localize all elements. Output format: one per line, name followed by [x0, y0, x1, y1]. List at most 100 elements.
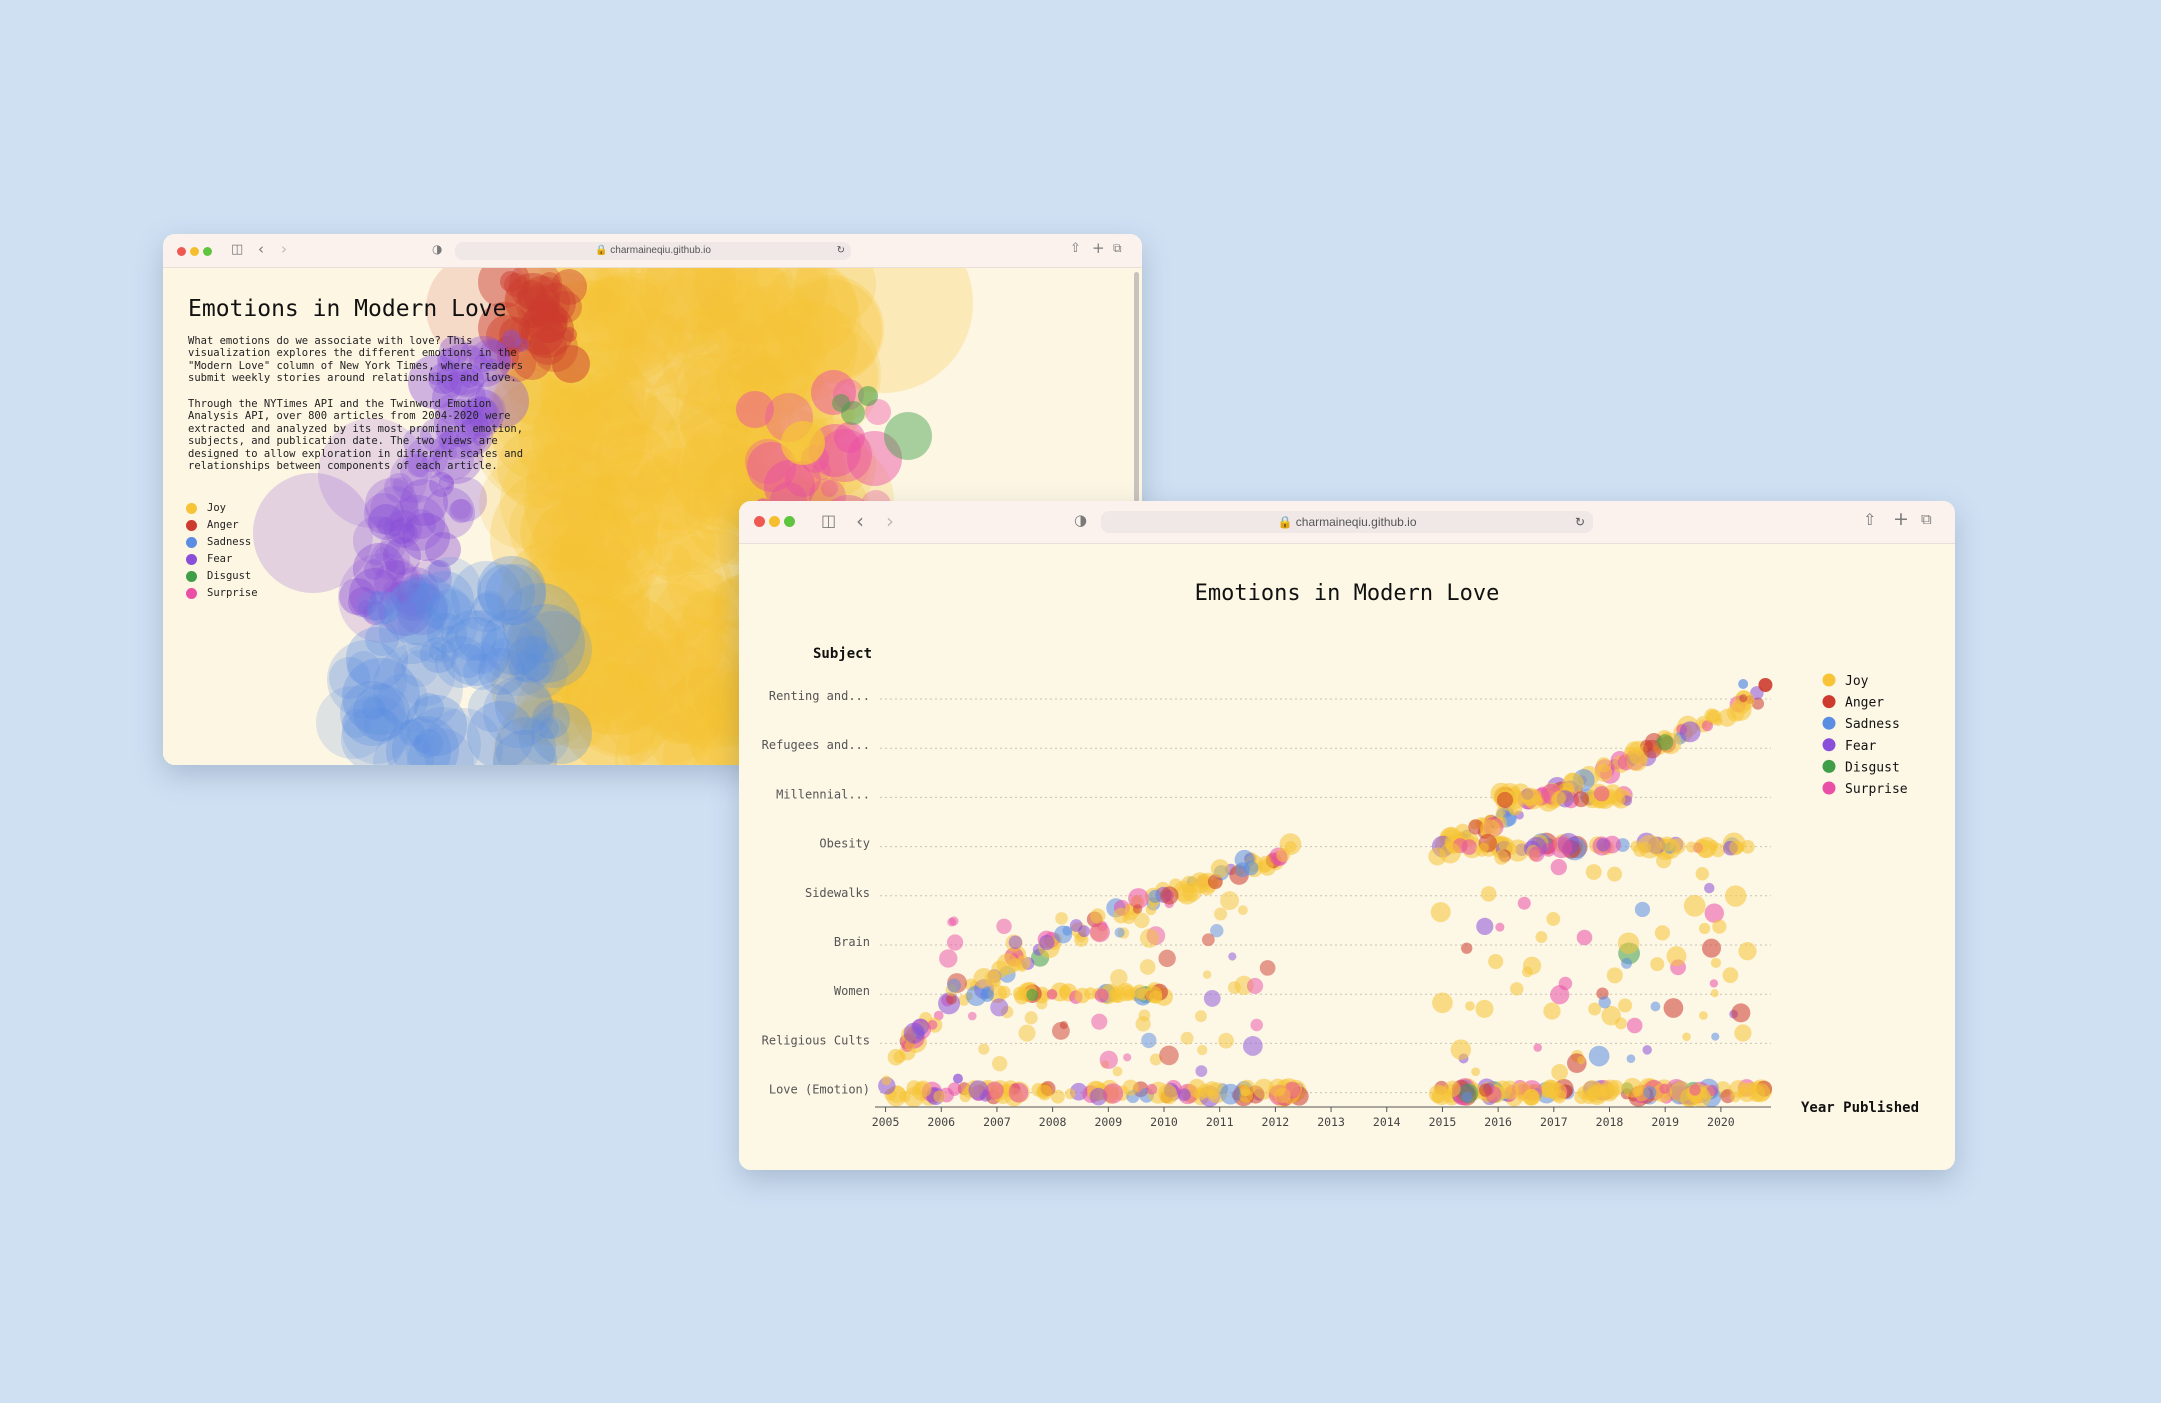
article-dot[interactable]	[1704, 882, 1715, 894]
article-dot[interactable]	[1663, 998, 1684, 1018]
article-dot[interactable]	[1284, 841, 1297, 853]
article-dot[interactable]	[1220, 1083, 1241, 1105]
article-dot[interactable]	[1207, 874, 1223, 890]
article-dot[interactable]	[1132, 904, 1143, 914]
article-dot[interactable]	[1729, 840, 1744, 855]
article-dot[interactable]	[1149, 1053, 1162, 1066]
article-dot[interactable]	[1089, 922, 1110, 943]
article-dot[interactable]	[1546, 912, 1561, 926]
article-dot[interactable]	[1699, 922, 1711, 935]
article-dot[interactable]	[1596, 757, 1612, 773]
article-dot[interactable]	[1036, 1084, 1053, 1101]
article-dot[interactable]	[1243, 860, 1259, 876]
article-dot[interactable]	[1650, 957, 1665, 972]
article-dot[interactable]	[1141, 1032, 1157, 1049]
article-dot[interactable]	[952, 1073, 963, 1084]
article-dot[interactable]	[1659, 1083, 1670, 1094]
article-dot[interactable]	[1180, 1031, 1194, 1045]
article-dot[interactable]	[1710, 957, 1722, 969]
article-dot[interactable]	[1008, 1082, 1029, 1103]
article-dot[interactable]	[1739, 694, 1748, 703]
article-dot[interactable]	[1450, 1039, 1472, 1060]
zoom-window-icon[interactable]	[203, 247, 212, 256]
article-dot[interactable]	[1210, 859, 1230, 878]
article-dot[interactable]	[1114, 927, 1125, 938]
article-dot[interactable]	[1228, 952, 1237, 961]
article-dot[interactable]	[1695, 867, 1709, 881]
article-dot[interactable]	[1541, 1079, 1559, 1097]
article-dot[interactable]	[968, 1080, 989, 1101]
article-dot[interactable]	[980, 988, 994, 1002]
article-dot[interactable]	[1698, 1011, 1708, 1020]
article-dot[interactable]	[1573, 791, 1590, 808]
article-dot[interactable]	[1158, 1083, 1177, 1103]
article-dot[interactable]	[1195, 1010, 1207, 1023]
article-dot[interactable]	[959, 1090, 972, 1103]
article-dot[interactable]	[1201, 933, 1215, 947]
article-dot[interactable]	[1480, 886, 1497, 902]
article-dot[interactable]	[1160, 886, 1179, 905]
article-dot[interactable]	[1711, 1032, 1720, 1041]
address-bar[interactable]: 🔒 charmaineqiu.github.io ↻	[455, 242, 851, 260]
article-dot[interactable]	[1062, 925, 1073, 936]
article-dot[interactable]	[1202, 970, 1212, 979]
article-dot[interactable]	[1123, 1053, 1132, 1062]
article-dot[interactable]	[1738, 1087, 1749, 1098]
article-dot[interactable]	[927, 1020, 938, 1030]
article-dot[interactable]	[1509, 982, 1524, 996]
article-dot[interactable]	[1751, 697, 1765, 710]
article-dot[interactable]	[1722, 967, 1739, 984]
tabs-icon[interactable]: ⧉	[1113, 241, 1122, 255]
article-dot[interactable]	[939, 949, 958, 968]
article-dot[interactable]	[949, 916, 959, 926]
article-dot[interactable]	[1710, 989, 1719, 998]
article-dot[interactable]	[1607, 866, 1623, 882]
article-dot[interactable]	[1701, 938, 1722, 958]
article-dot[interactable]	[1158, 949, 1176, 968]
article-dot[interactable]	[1601, 1005, 1621, 1026]
article-dot[interactable]	[1039, 934, 1055, 951]
article-dot[interactable]	[1122, 1079, 1139, 1096]
article-dot[interactable]	[1444, 1080, 1461, 1098]
article-dot[interactable]	[1132, 984, 1147, 999]
reload-icon[interactable]: ↻	[836, 245, 845, 256]
article-dot[interactable]	[1250, 1018, 1263, 1032]
minimize-window-icon[interactable]	[190, 247, 199, 256]
article-dot[interactable]	[1012, 986, 1027, 1001]
article-dot[interactable]	[1220, 891, 1239, 911]
article-dot[interactable]	[1659, 836, 1675, 852]
sidebar-icon[interactable]: ◫	[231, 242, 244, 257]
scrollbar[interactable]	[1134, 272, 1139, 502]
article-dot[interactable]	[1018, 1024, 1036, 1042]
article-dot[interactable]	[1102, 1083, 1124, 1104]
article-dot[interactable]	[1210, 924, 1224, 938]
article-dot[interactable]	[1666, 946, 1687, 967]
article-dot[interactable]	[1008, 935, 1023, 950]
article-dot[interactable]	[1643, 739, 1662, 759]
article-dot[interactable]	[1159, 1045, 1179, 1066]
article-dot[interactable]	[1094, 988, 1109, 1003]
minimize-window-icon[interactable]	[769, 516, 780, 527]
article-dot[interactable]	[1551, 1063, 1568, 1081]
article-dot[interactable]	[1133, 912, 1150, 929]
article-dot[interactable]	[1046, 989, 1058, 1000]
article-dot[interactable]	[996, 953, 1019, 976]
article-dot[interactable]	[1059, 985, 1072, 998]
article-dot[interactable]	[881, 1075, 892, 1086]
article-dot[interactable]	[1139, 959, 1156, 975]
article-dot[interactable]	[1218, 1032, 1234, 1049]
reload-icon[interactable]: ↻	[1574, 515, 1585, 529]
article-dot[interactable]	[1112, 1066, 1123, 1077]
article-dot[interactable]	[1626, 749, 1648, 772]
forward-icon[interactable]: ›	[281, 240, 287, 258]
article-dot[interactable]	[1707, 840, 1719, 851]
back-icon[interactable]: ‹	[856, 509, 864, 533]
article-dot[interactable]	[985, 1081, 1004, 1100]
article-dot[interactable]	[1478, 842, 1489, 853]
article-dot[interactable]	[1709, 979, 1719, 988]
article-dot[interactable]	[990, 998, 1009, 1017]
article-dot[interactable]	[1522, 1088, 1539, 1106]
article-dot[interactable]	[1588, 1002, 1602, 1016]
forward-icon[interactable]: ›	[886, 509, 894, 533]
article-dot[interactable]	[946, 934, 964, 951]
